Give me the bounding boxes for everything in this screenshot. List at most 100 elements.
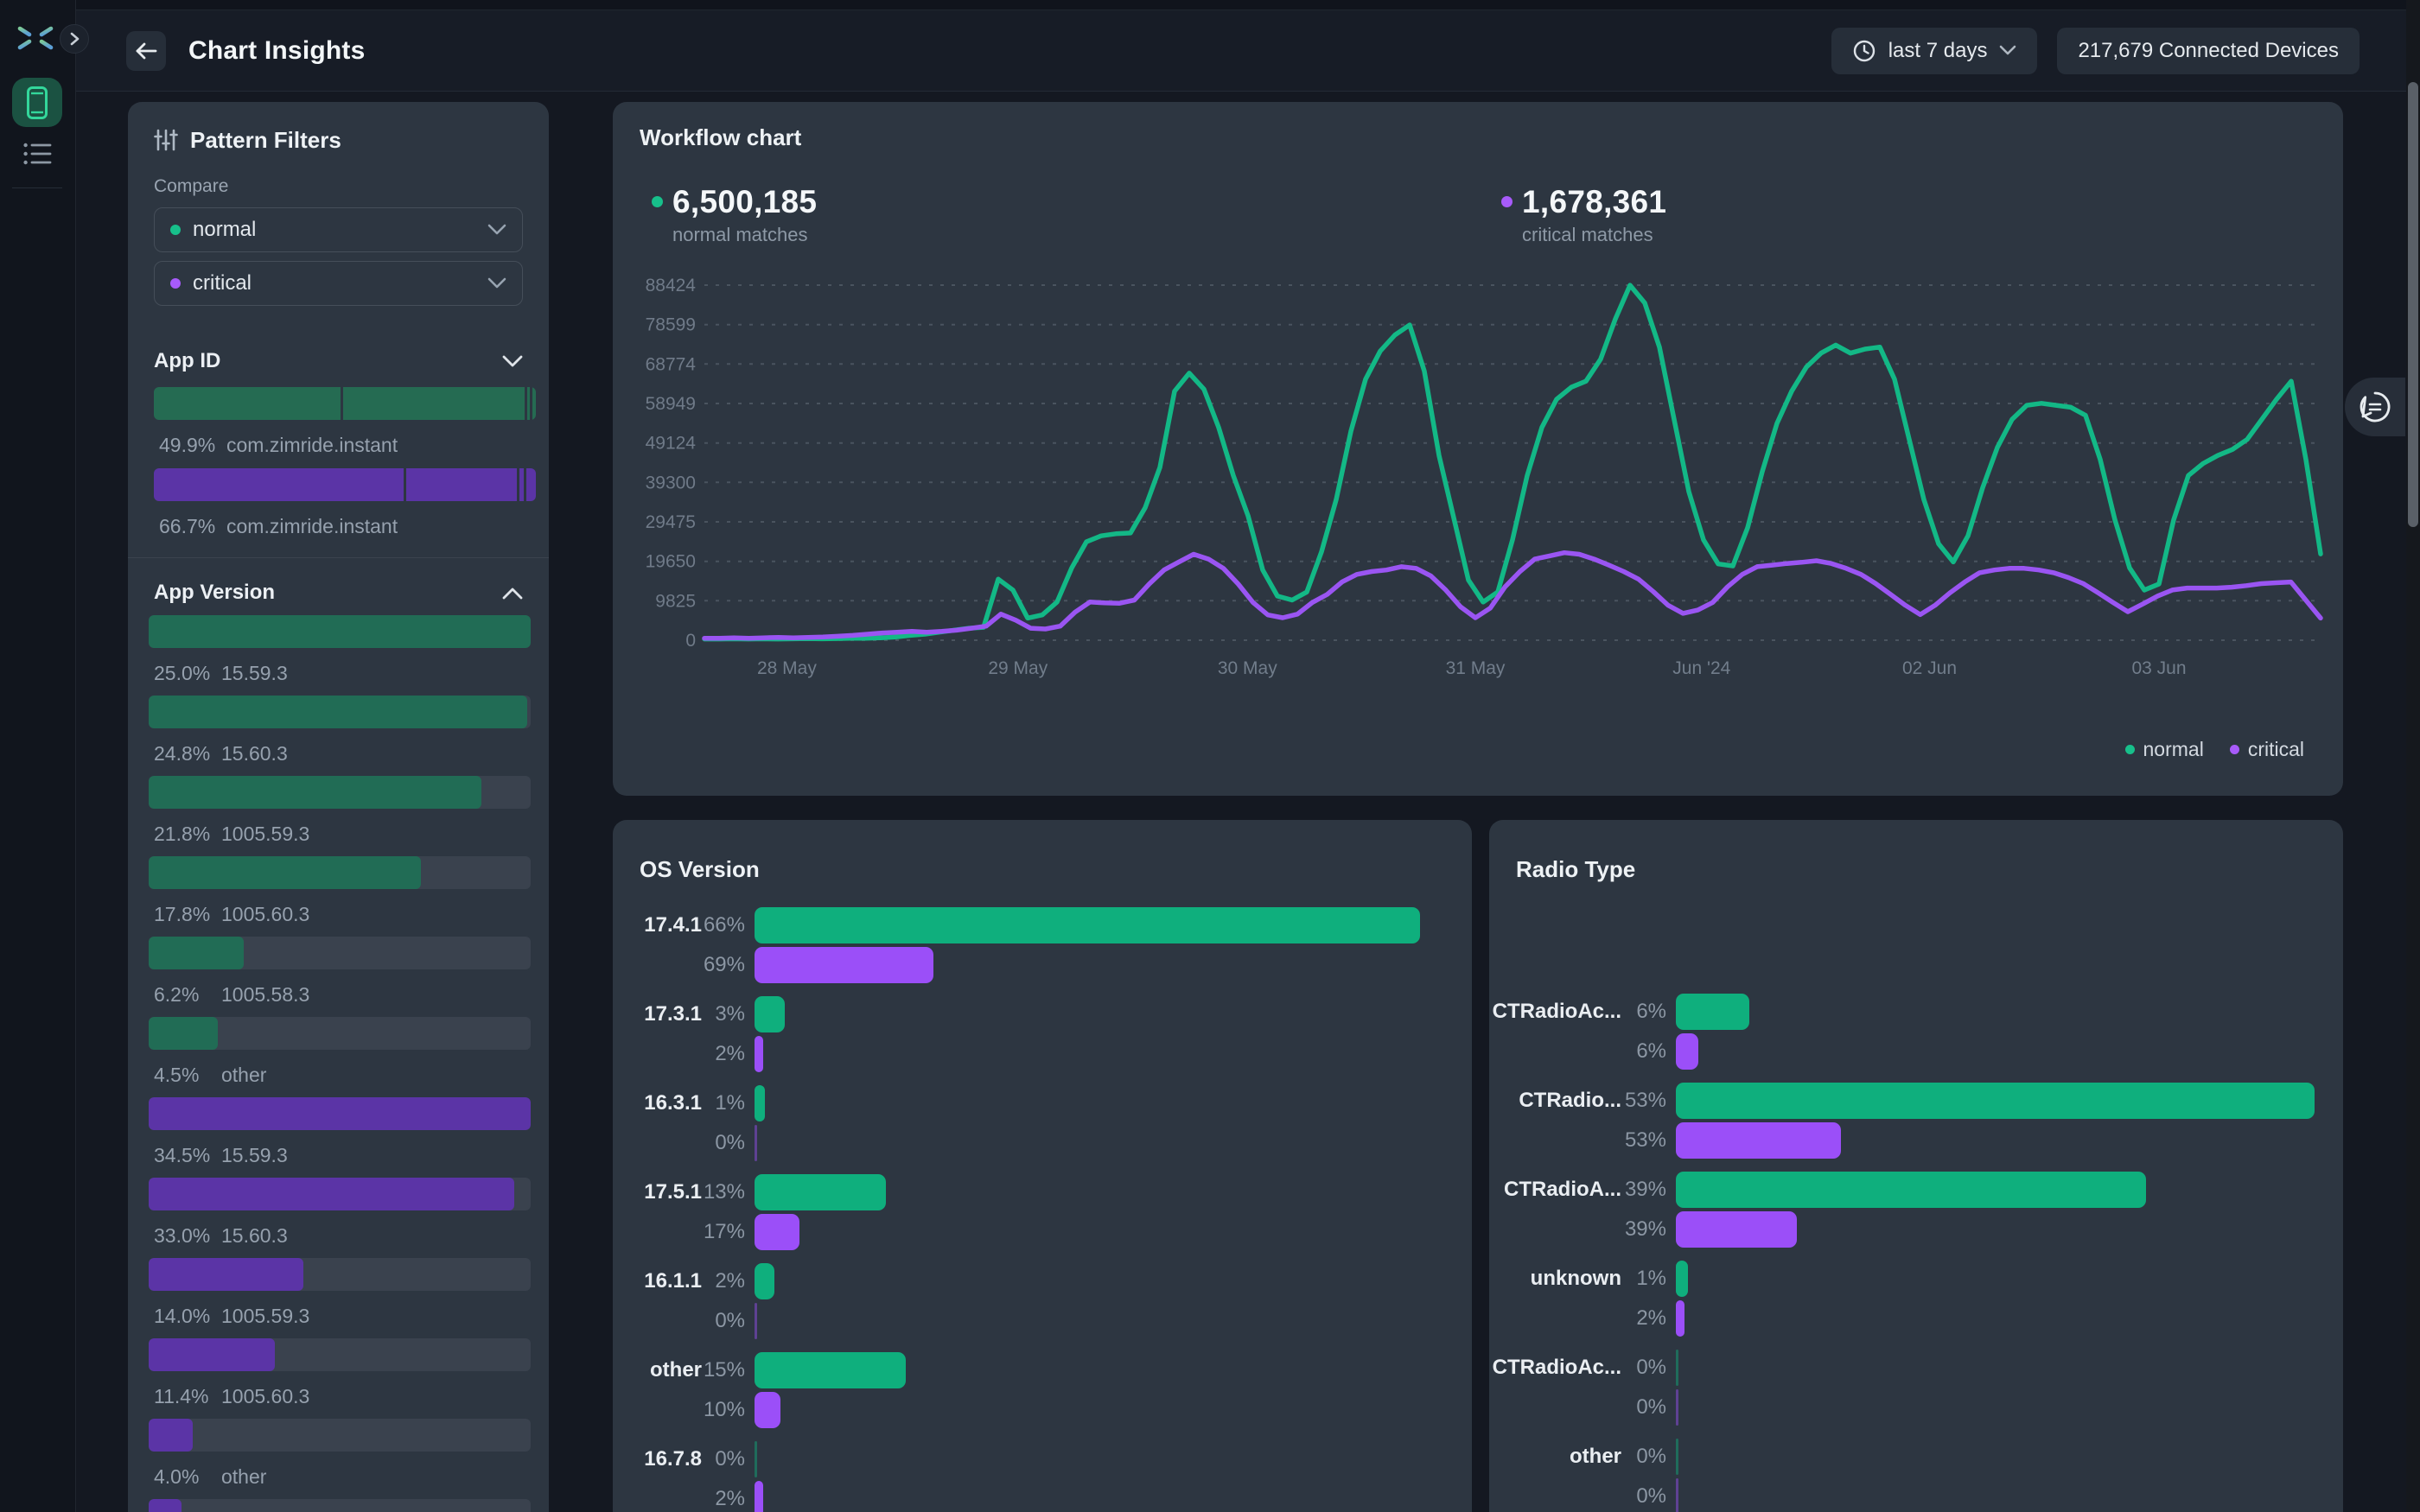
bar-percent: 6% [1636, 1039, 1666, 1063]
bar-track [755, 1174, 1472, 1210]
normal-matches-caption: normal matches [672, 224, 808, 245]
compare-select-normal-value: normal [193, 218, 257, 241]
bar-group: unknown 1% 2% [1489, 1261, 2343, 1337]
chevron-down-icon [1999, 45, 2016, 56]
bar-label: 33.0% 15.60.3 [154, 1224, 523, 1247]
bar-line: 17.5.1 13% [613, 1174, 1472, 1210]
chat-tab-button[interactable] [2345, 378, 2405, 436]
chevron-up-icon [502, 587, 523, 600]
bar-name: com.zimride.instant [226, 515, 398, 537]
bar-percent: 39% [1624, 1178, 1666, 1201]
bar-fill [755, 996, 785, 1032]
bar-label: 49.9% com.zimride.instant [159, 434, 523, 456]
compare-select-critical[interactable]: critical [154, 261, 523, 306]
bar-track [149, 1017, 531, 1050]
os-version-card: OS Version 17.4.1 66% 69% 17.3.1 3% 2% [613, 820, 1472, 1512]
back-arrow-icon [135, 41, 157, 60]
critical-matches-stat: 1,678,361 critical matches [1501, 184, 1667, 245]
critical-dot-icon [170, 278, 181, 289]
bar-label: 6.2% 1005.58.3 [154, 983, 523, 1006]
svg-text:19650: 19650 [646, 552, 696, 572]
sliders-icon [154, 128, 178, 152]
bar-label: 4.0% other [154, 1465, 523, 1488]
bar-fill [1676, 1389, 1678, 1426]
bar-fill [755, 1263, 775, 1299]
bar-track [1676, 1122, 2343, 1159]
app-id-section-header[interactable]: App ID [154, 347, 523, 375]
svg-text:30 May: 30 May [1218, 658, 1277, 678]
connected-devices-button[interactable]: 217,679 Connected Devices [2057, 27, 2360, 74]
time-range-select[interactable]: last 7 days [1831, 27, 2038, 74]
bar-fill [1676, 1211, 1798, 1248]
bar-track [149, 937, 531, 969]
bar-percent: 69% [703, 953, 745, 976]
bar-line: 17% [613, 1214, 1472, 1250]
bar-track [1676, 1350, 2343, 1386]
bar-track [1676, 1478, 2343, 1512]
compare-label: Compare [154, 176, 229, 196]
bar-line: unknown 1% [1489, 1261, 2343, 1297]
bar-name: 1005.60.3 [221, 1385, 310, 1407]
bar-track [1676, 1211, 2343, 1248]
app-version-row: 4.5% other [149, 1017, 531, 1086]
bar-category: CTRadioAc... [1492, 1000, 1621, 1023]
nav-item-devices[interactable] [12, 78, 62, 127]
bar-percent: 0% [715, 1131, 745, 1154]
bar-line: 69% [613, 947, 1472, 983]
bar-name: 1005.59.3 [221, 1305, 310, 1327]
expand-sidebar-button[interactable] [60, 24, 89, 54]
critical-matches-value: 1,678,361 [1522, 184, 1667, 219]
bar-fill [1676, 1478, 1678, 1512]
bar-fill [1676, 1350, 1678, 1386]
bar-track [755, 1263, 1472, 1299]
stacked-segment [154, 387, 341, 420]
compare-select-normal[interactable]: normal [154, 207, 523, 252]
app-version-row: 6.2% 1005.58.3 [149, 937, 531, 1006]
bar-percent: 6% [1636, 1000, 1666, 1023]
bar-track [149, 776, 531, 809]
bar-label: 4.5% other [154, 1064, 523, 1086]
workflow-chart-card: Workflow chart 6,500,185 normal matches … [613, 102, 2343, 796]
bar-track [149, 856, 531, 889]
app-id-section-title: App ID [154, 349, 221, 372]
bar-line: other 0% [1489, 1439, 2343, 1475]
svg-text:0: 0 [685, 631, 696, 651]
legend-label: critical [2247, 738, 2304, 760]
back-button[interactable] [126, 30, 166, 71]
bar-line: 6% [1489, 1033, 2343, 1070]
bar-line: 2% [613, 1481, 1472, 1512]
bar-percent: 14.0% [154, 1305, 211, 1327]
bar-line: 16.3.1 1% [613, 1085, 1472, 1121]
bar-name: 1005.59.3 [221, 823, 310, 845]
bar-category: 17.3.1 [644, 1002, 702, 1026]
normal-dot-icon [170, 225, 181, 235]
bar-group: 16.3.1 1% 0% [613, 1085, 1472, 1161]
svg-text:28 May: 28 May [757, 658, 817, 678]
rail-divider [12, 187, 62, 188]
legend-label: normal [2143, 738, 2204, 760]
bar-line: 17.3.1 3% [613, 996, 1472, 1032]
bar-group: other 0% 0% [1489, 1439, 2343, 1512]
svg-text:78599: 78599 [646, 315, 696, 335]
bar-fill [755, 947, 934, 983]
bar-category: other [1570, 1445, 1621, 1468]
bar-fill [1676, 994, 1749, 1030]
bar-track [755, 947, 1472, 983]
svg-text:03 Jun: 03 Jun [2131, 658, 2186, 678]
scrollbar-thumb[interactable] [2408, 82, 2418, 527]
nav-item-list[interactable] [22, 141, 54, 168]
svg-text:9825: 9825 [655, 591, 696, 611]
bar-name: other [221, 1064, 267, 1086]
app-id-stacked-bar: 49.9% com.zimride.instant [154, 387, 536, 456]
bar-percent: 0% [1636, 1484, 1666, 1508]
bar-fill [149, 856, 421, 889]
bar-track [755, 1214, 1472, 1250]
app-id-stacked-bar: 66.7% com.zimride.instant [154, 468, 536, 537]
app-version-section-header[interactable]: App Version [154, 579, 523, 607]
bar-track [149, 615, 531, 648]
chevron-down-icon [487, 277, 506, 289]
normal-matches-stat: 6,500,185 normal matches [652, 184, 817, 245]
normal-dot-icon [2124, 745, 2135, 754]
bar-name: 15.59.3 [221, 1144, 288, 1166]
bar-percent: 49.9% [159, 434, 216, 456]
